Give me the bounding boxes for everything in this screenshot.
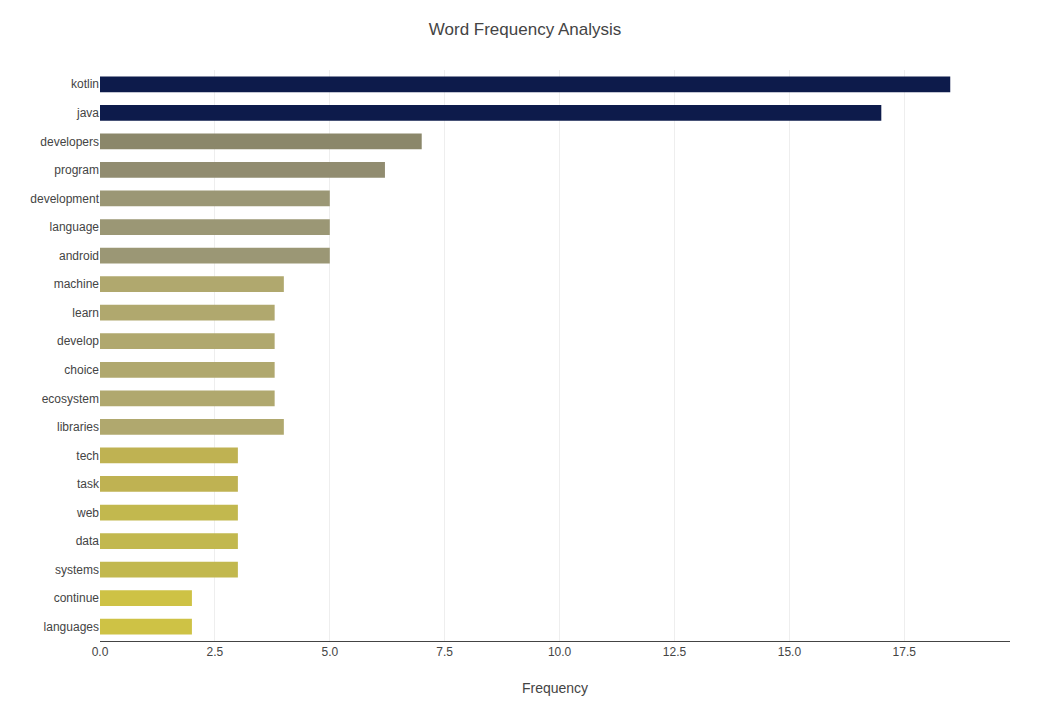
svg-text:5.0: 5.0 xyxy=(321,645,338,659)
svg-text:12.5: 12.5 xyxy=(663,645,687,659)
svg-text:0.0: 0.0 xyxy=(92,645,109,659)
svg-text:program: program xyxy=(54,163,99,177)
svg-text:15.0: 15.0 xyxy=(778,645,802,659)
svg-text:data: data xyxy=(76,534,100,548)
svg-text:machine: machine xyxy=(54,277,100,291)
svg-text:7.5: 7.5 xyxy=(436,645,453,659)
svg-text:continue: continue xyxy=(54,591,100,605)
svg-text:develop: develop xyxy=(57,334,99,348)
svg-text:languages: languages xyxy=(44,620,99,634)
svg-text:10.0: 10.0 xyxy=(548,645,572,659)
svg-text:kotlin: kotlin xyxy=(71,77,99,91)
svg-text:libraries: libraries xyxy=(57,420,99,434)
svg-text:task: task xyxy=(77,477,100,491)
svg-text:developers: developers xyxy=(40,135,99,149)
svg-text:language: language xyxy=(50,220,100,234)
svg-text:Word Frequency Analysis: Word Frequency Analysis xyxy=(429,20,621,39)
svg-text:web: web xyxy=(76,506,99,520)
svg-text:java: java xyxy=(76,106,99,120)
svg-text:systems: systems xyxy=(55,563,99,577)
svg-text:tech: tech xyxy=(76,449,99,463)
svg-text:development: development xyxy=(30,192,99,206)
svg-text:learn: learn xyxy=(72,306,99,320)
svg-text:android: android xyxy=(59,249,99,263)
svg-text:ecosystem: ecosystem xyxy=(42,392,99,406)
svg-text:Frequency: Frequency xyxy=(522,680,588,696)
svg-text:choice: choice xyxy=(64,363,99,377)
svg-text:2.5: 2.5 xyxy=(207,645,224,659)
svg-text:17.5: 17.5 xyxy=(893,645,917,659)
